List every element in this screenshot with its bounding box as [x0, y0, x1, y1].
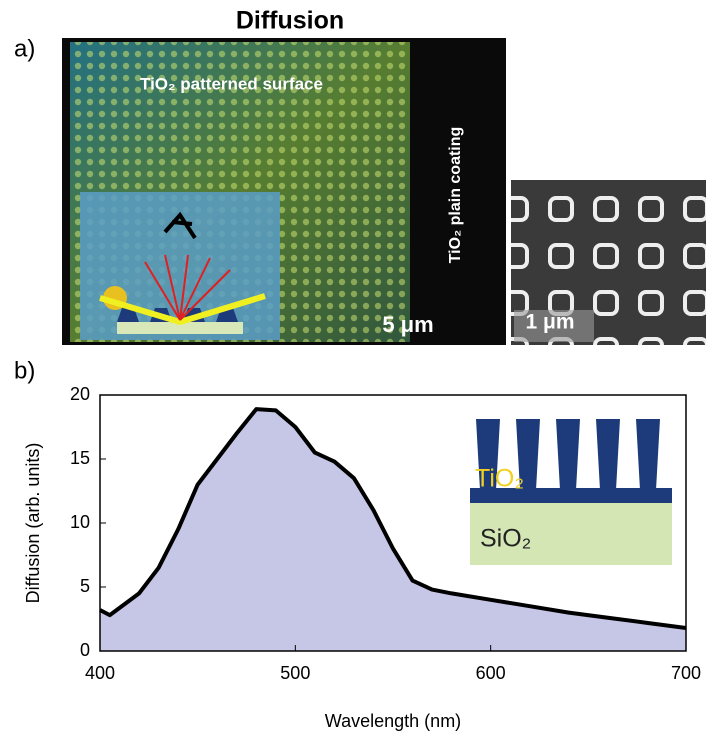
image-label: TiO₂ plain coating: [447, 127, 464, 264]
inset-pillar: [556, 419, 580, 490]
y-tick-label: 5: [80, 576, 90, 596]
inset-pillar: [636, 419, 660, 490]
x-tick-label: 400: [85, 663, 115, 683]
x-tick-label: 700: [671, 663, 701, 683]
panel-label: b): [14, 357, 35, 384]
inset-label: TiO₂: [475, 465, 524, 493]
substrate: [117, 322, 243, 334]
area: [100, 409, 686, 651]
inset-substrate: [470, 503, 672, 565]
inset-pillar: [596, 419, 620, 490]
y-tick-label: 15: [70, 448, 90, 468]
x-tick-label: 600: [476, 663, 506, 683]
x-axis-label: Wavelength (nm): [325, 711, 461, 731]
image-label: TiO₂ patterned surface: [140, 74, 323, 93]
scale-bar: [372, 346, 452, 352]
y-axis-label: Diffusion (arb. units): [23, 443, 43, 604]
eye: [163, 211, 197, 240]
chart: TiO₂ SiO₂ 400 500 600 700 0 5 10 15 20 Wavelength (…: [23, 384, 701, 731]
scale-box: [514, 310, 594, 342]
inset-film: [470, 488, 672, 503]
scatter-rays: [144, 254, 231, 321]
y-tick-label: 20: [70, 384, 90, 404]
line: [99, 407, 687, 630]
inset-pillar: [516, 419, 540, 490]
x-tick-label: 500: [280, 663, 310, 683]
light-path: [99, 293, 266, 326]
y-tick-label: 10: [70, 512, 90, 532]
panel-title: Diffusion: [236, 7, 344, 35]
panel-label: a): [14, 35, 35, 62]
scale-label: 5 μm: [382, 312, 433, 337]
scale-label: 1 μm: [525, 311, 574, 334]
inset-pillar: [476, 419, 500, 490]
y-tick-label: 0: [80, 640, 90, 660]
inset-label: SiO₂: [480, 525, 531, 553]
